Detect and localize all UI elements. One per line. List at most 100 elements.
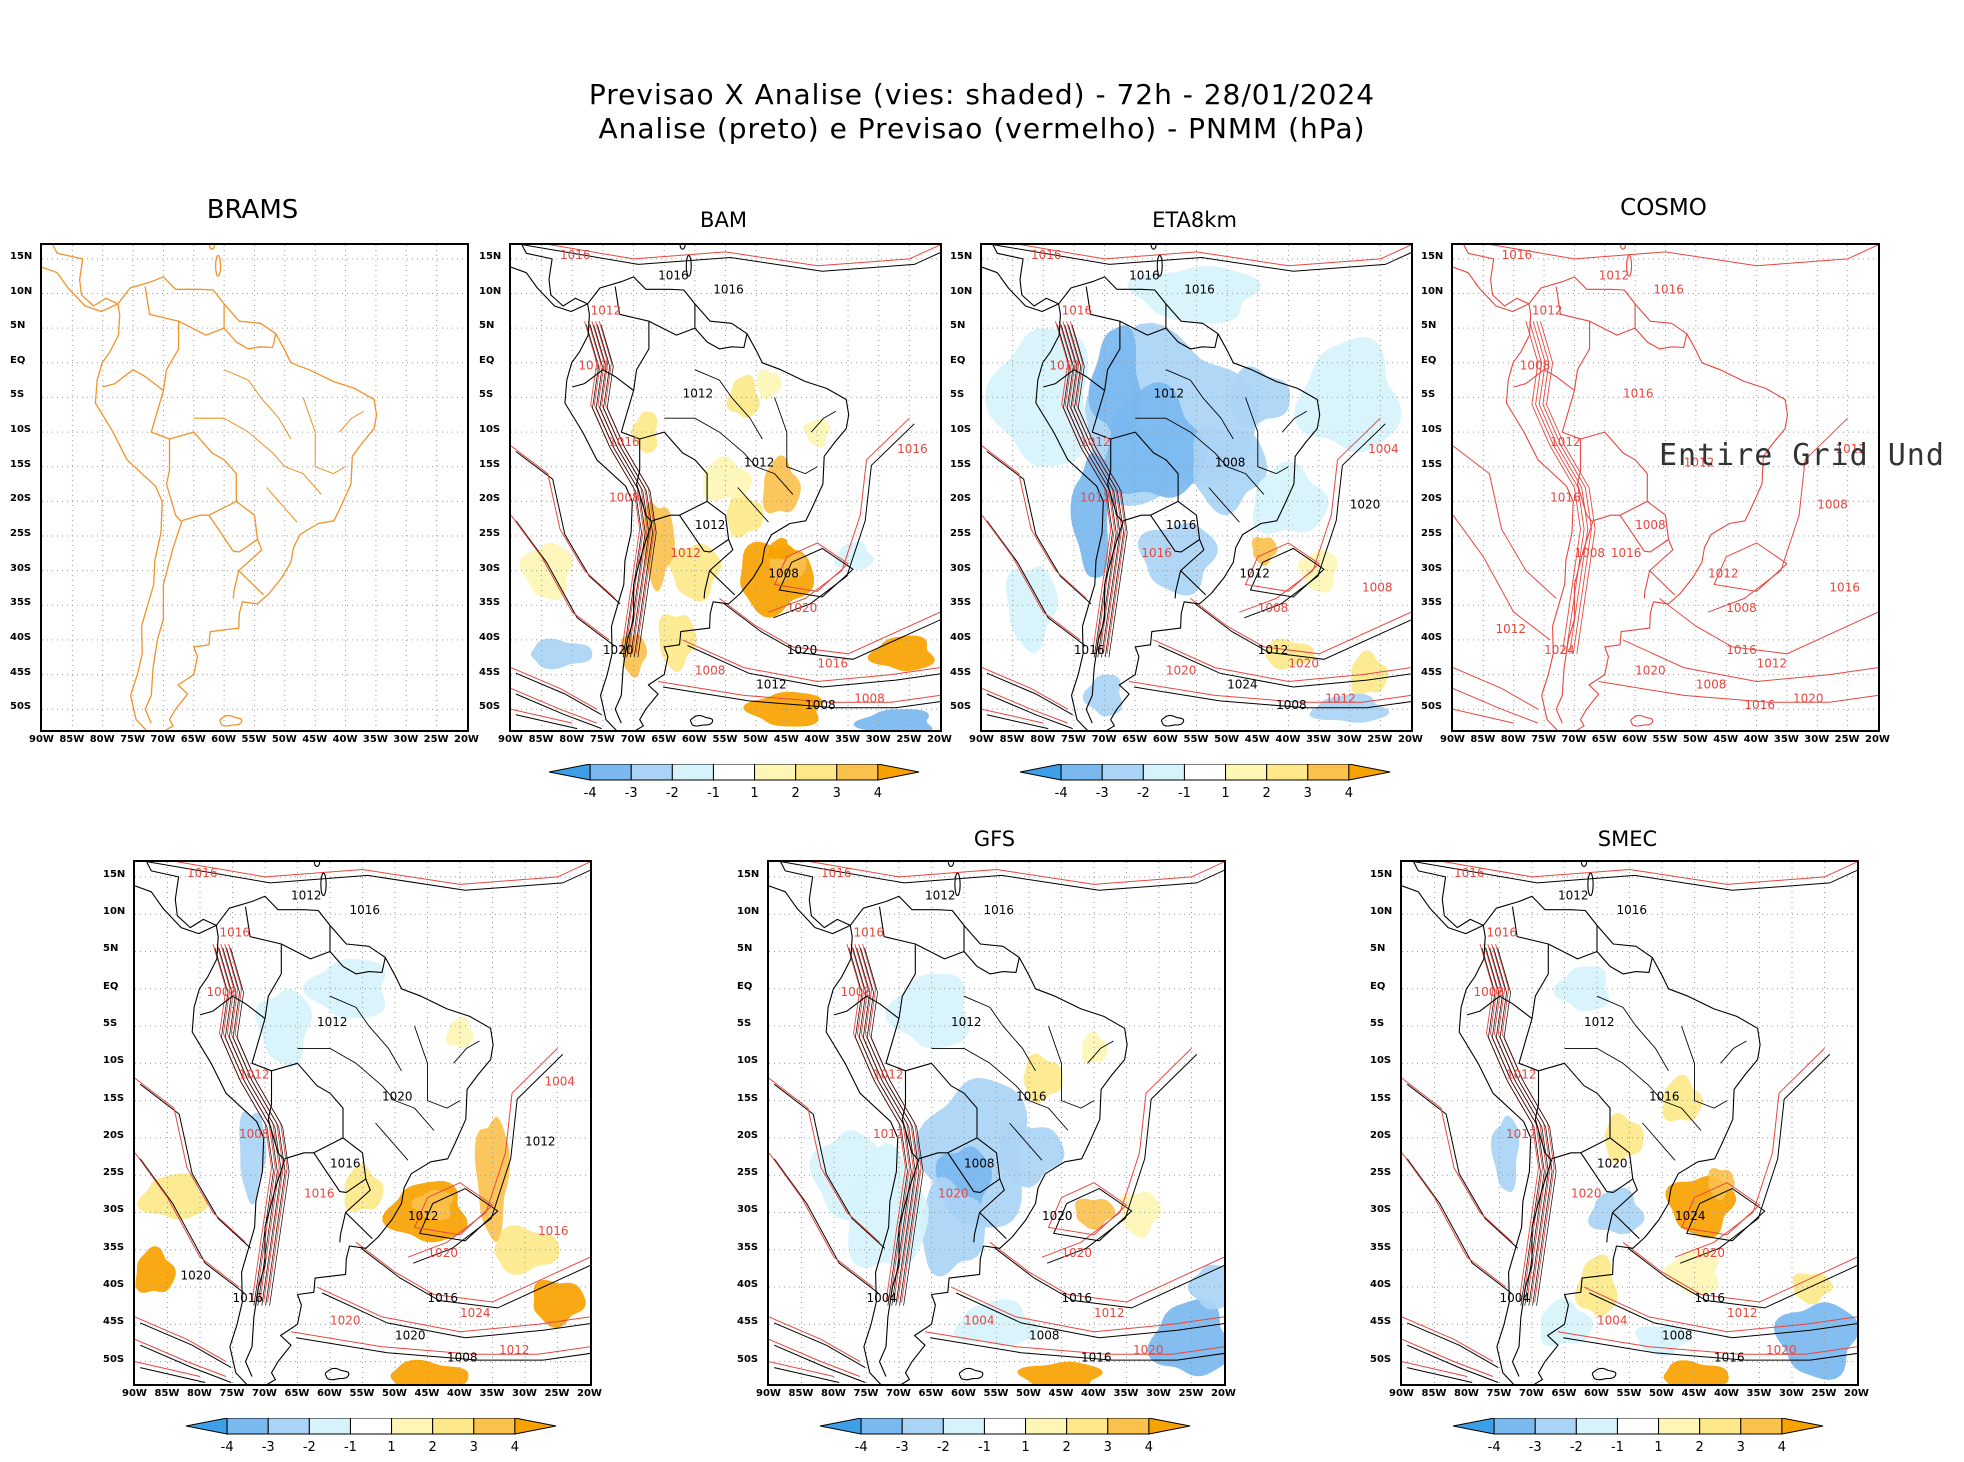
bias-area	[239, 1111, 267, 1205]
lat-tick-label: 35S	[103, 1241, 125, 1253]
lat-tick-label: 5S	[737, 1018, 752, 1030]
lon-tick-label: 85W	[999, 734, 1025, 745]
isobar-label: 1016	[428, 1291, 459, 1305]
isobars	[1402, 862, 1857, 1383]
isobar-label: 1012	[1049, 359, 1080, 373]
isobar-label: 1020	[938, 1187, 969, 1201]
isobar-label: 1016	[713, 283, 744, 297]
isobar-label: 1012	[1496, 622, 1527, 636]
colorbar-segment	[942, 1418, 985, 1435]
lon-tick-label: 30W	[865, 734, 891, 745]
bias-area	[1088, 325, 1142, 440]
isobar-label: 1016	[1062, 1291, 1093, 1305]
lon-tick-label: 85W	[59, 734, 85, 745]
gridlines	[1402, 862, 1857, 1384]
lon-tick-label: 35W	[1113, 1388, 1139, 1399]
lat-tick-label: 5S	[10, 389, 25, 401]
lat-tick-label: 50S	[479, 701, 501, 713]
isobar-label: 1016	[1184, 283, 1215, 297]
coastline	[1453, 245, 1789, 730]
isobar-label: 1016	[1623, 386, 1654, 400]
lat-tick-label: 5N	[950, 320, 966, 332]
lon-tick-label: 90W	[756, 1388, 781, 1399]
lon-tick-label: 85W	[788, 1388, 814, 1399]
bias-area	[494, 1225, 560, 1275]
colorbar-segment	[1142, 764, 1185, 781]
isobar-label: 1008	[695, 664, 726, 678]
map-panel-bam: 1016 1016 1012 1016 1012 1012 1016 1012 1008 1012…	[509, 243, 942, 732]
map-svg-smec: 1016101210161016100810121012101610121020…	[1402, 862, 1857, 1384]
bias-area	[344, 1164, 384, 1213]
bias-area	[803, 418, 831, 448]
isobar-label: 1024	[1675, 1209, 1706, 1223]
colorbar-label: 1	[1021, 1440, 1029, 1455]
lon-tick-label: 40W	[332, 734, 358, 745]
lat-tick-label: EQ	[10, 354, 26, 366]
isobar-label: 1020	[428, 1246, 459, 1260]
lat-tick-label: 15N	[10, 250, 33, 262]
isobar-label: 1012	[1757, 657, 1788, 671]
colorbar-segment	[1657, 1418, 1700, 1435]
colorbar-segment	[860, 1418, 903, 1435]
colorbar-label: 1	[750, 786, 758, 801]
isobar-label: 1012	[1080, 490, 1111, 504]
colorbar-segment	[835, 764, 878, 781]
lon-tick-label: 45W	[1048, 1388, 1074, 1399]
lat-tick-label: 25S	[950, 528, 972, 539]
colorbar-segment	[472, 1418, 515, 1435]
lon-tick-label: 25W	[1811, 1388, 1837, 1399]
colorbar-label: 1	[1654, 1440, 1662, 1455]
isobars	[1453, 245, 1878, 724]
isobar-label: 1012	[317, 1015, 348, 1029]
lon-tick-label: 35W	[479, 1388, 505, 1399]
lat-tick-label: 10S	[737, 1055, 759, 1067]
bias-area	[1119, 1191, 1161, 1239]
colorbar-segment	[1575, 1418, 1618, 1435]
lat-tick-label: 30S	[737, 1204, 759, 1216]
bias-area	[255, 989, 312, 1067]
isobar-label: 1008	[841, 985, 872, 999]
isobar-label: 1012	[408, 1209, 439, 1223]
lat-tick-label: 10S	[950, 424, 972, 436]
lat-tick-label: 5S	[1421, 389, 1436, 401]
lat-tick-label: 25S	[479, 528, 501, 539]
colorbar-label: -1	[977, 1440, 990, 1455]
map-panel-eta: 1016 1016 1016 1016 1012 1012 1012 1008 1012 1016…	[980, 243, 1413, 732]
lon-tick-label: 80W	[89, 734, 115, 745]
lon-tick-label: 55W	[241, 734, 267, 745]
lon-tick-label: 90W	[1389, 1388, 1414, 1399]
lon-tick-label: 65W	[284, 1388, 310, 1399]
isobar-label: 1012	[873, 1067, 904, 1081]
colorbar-segment	[349, 1418, 392, 1435]
isobar-label: 1008	[239, 1127, 270, 1141]
isobar-label: 1012	[291, 888, 322, 902]
isobar-label: 1020	[1133, 1343, 1164, 1357]
colorbar-segment	[267, 1418, 310, 1435]
lat-tick-label: 5S	[1370, 1018, 1385, 1030]
map-svg-eta: 1016 1016 1016 1016 1012 1012 1012 1008 1012 1016…	[982, 245, 1411, 730]
lat-tick-label: 30S	[103, 1204, 125, 1216]
isobar-label: 1008	[207, 985, 238, 999]
lat-tick-label: 35S	[737, 1241, 759, 1253]
lon-tick-label: 50W	[743, 734, 769, 745]
isobar-label: 1012	[1506, 1067, 1537, 1081]
lat-tick-label: 50S	[737, 1353, 759, 1365]
isobar-label: 1004	[545, 1075, 576, 1089]
isobar-label: 1016	[1031, 248, 1062, 262]
isobar-label: 1008	[805, 698, 836, 712]
colorbar-segment	[1739, 1418, 1782, 1435]
bias-area	[519, 542, 573, 600]
lat-tick-label: 15S	[10, 458, 32, 470]
lat-tick-label: 45S	[10, 666, 32, 678]
bias-area	[135, 1246, 176, 1293]
lat-tick-label: 35S	[479, 597, 501, 609]
colorbar-segment	[630, 764, 673, 781]
lat-tick-label: 20S	[950, 493, 972, 505]
colorbar-segment	[431, 1418, 474, 1435]
bias-area	[1663, 1360, 1729, 1384]
isobar-label: 1012	[670, 546, 701, 560]
colorbar-segment	[226, 1418, 269, 1435]
bias-area	[726, 491, 764, 538]
isobar-label: 1016	[1611, 546, 1642, 560]
colorbar-label: 4	[510, 1440, 518, 1455]
